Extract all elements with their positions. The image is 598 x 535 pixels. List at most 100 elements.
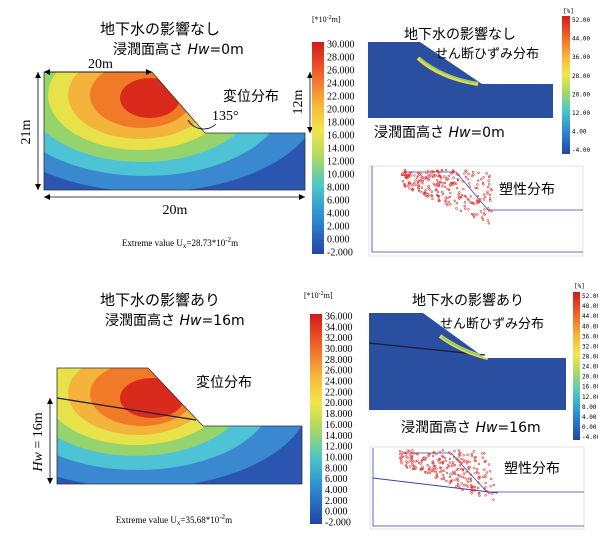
plastic-point bbox=[415, 452, 418, 455]
legend-tick-label: 10.000 bbox=[325, 452, 353, 463]
plastic-point bbox=[446, 187, 449, 191]
plastic-point bbox=[444, 168, 448, 172]
plastic-point bbox=[468, 185, 471, 188]
legend-tick-label: 16.000 bbox=[327, 131, 355, 142]
plastic-point bbox=[467, 172, 470, 176]
arrowhead bbox=[44, 194, 50, 200]
legend-tick-label: 32.000 bbox=[325, 333, 353, 344]
top-right-panel: 地下水の影響なし せん断ひずみ分布 浸潤面高さ Hw=0m [%] 52.00 4… bbox=[368, 8, 590, 257]
top-right-shear-band bbox=[416, 56, 479, 86]
plastic-point bbox=[455, 187, 459, 190]
plastic-point bbox=[401, 454, 404, 457]
arrowhead bbox=[307, 72, 313, 78]
plastic-point bbox=[440, 461, 444, 464]
plastic-point bbox=[484, 459, 487, 463]
plastic-point bbox=[441, 455, 444, 458]
plastic-point bbox=[436, 169, 439, 173]
legend-tick-label: 28.000 bbox=[327, 53, 355, 64]
plastic-point bbox=[453, 182, 456, 185]
plastic-phreatic-line bbox=[372, 477, 499, 494]
top-right-legend-ticks: 52.00 44.00 36.00 28.00 20.00 12.00 4.00 -4.00 bbox=[572, 17, 590, 154]
plastic-point bbox=[433, 469, 436, 473]
plastic-point bbox=[474, 472, 477, 475]
legend-tick-label: 12.000 bbox=[325, 442, 353, 453]
top-right-title: 地下水の影響なし bbox=[404, 26, 516, 43]
plastic-point bbox=[435, 474, 439, 477]
plastic-point bbox=[451, 461, 455, 464]
plastic-point bbox=[452, 455, 456, 459]
plastic-point bbox=[435, 467, 438, 470]
plastic-point bbox=[408, 181, 411, 184]
plastic-point bbox=[458, 464, 462, 467]
legend-tick-label: 52.00 bbox=[582, 293, 598, 300]
plastic-point bbox=[421, 176, 424, 179]
arrowhead bbox=[299, 194, 305, 200]
plastic-point bbox=[426, 464, 429, 467]
plastic-point bbox=[487, 207, 490, 210]
plastic-point bbox=[461, 488, 465, 491]
plastic-point bbox=[466, 485, 469, 488]
plastic-point bbox=[444, 176, 447, 180]
plastic-point bbox=[472, 202, 476, 205]
plastic-point bbox=[428, 469, 431, 472]
plastic-point bbox=[434, 476, 437, 479]
arrowhead bbox=[47, 398, 53, 404]
top-right-shear-band-inner bbox=[419, 57, 477, 84]
plastic-point bbox=[438, 461, 441, 465]
plastic-point bbox=[451, 169, 455, 172]
legend-tick-label: 28.00 bbox=[572, 73, 590, 80]
plastic-point bbox=[470, 486, 474, 490]
legend-tick-label: 12.000 bbox=[327, 157, 355, 168]
plastic-point bbox=[454, 478, 457, 481]
plastic-point bbox=[423, 192, 426, 195]
plastic-point bbox=[458, 460, 461, 463]
plastic-point bbox=[421, 467, 425, 470]
plastic-point bbox=[457, 173, 460, 177]
plastic-point bbox=[434, 174, 437, 177]
plastic-point bbox=[448, 482, 451, 485]
plastic-point bbox=[469, 479, 473, 483]
legend-tick-label: 4.00 bbox=[572, 129, 587, 136]
bottom-right-shear-band-inner bbox=[441, 336, 487, 358]
bottom-hw-line: 浸潤面高さ Hw=16m bbox=[105, 312, 245, 329]
plastic-point bbox=[421, 182, 424, 185]
plastic-point bbox=[431, 197, 434, 201]
plastic-point bbox=[465, 470, 468, 474]
plastic-point bbox=[428, 174, 432, 177]
plastic-point bbox=[403, 451, 407, 455]
plastic-point bbox=[451, 183, 455, 186]
plastic-point bbox=[482, 198, 486, 201]
plastic-point bbox=[477, 486, 480, 490]
plastic-point bbox=[486, 219, 489, 222]
plastic-point bbox=[449, 184, 452, 187]
plastic-point bbox=[475, 199, 479, 202]
plastic-point bbox=[462, 472, 466, 475]
plastic-point bbox=[399, 457, 403, 461]
plastic-point bbox=[438, 175, 441, 178]
legend-tick-label: 20.00 bbox=[572, 91, 590, 98]
top-dim-right: 12m bbox=[291, 89, 306, 114]
plastic-point bbox=[477, 462, 481, 466]
bottom-right-legend-bar bbox=[573, 292, 580, 440]
bottom-phreatic-line bbox=[56, 397, 197, 421]
plastic-point bbox=[449, 191, 452, 195]
plastic-point bbox=[448, 475, 452, 479]
plastic-point bbox=[468, 460, 471, 464]
plastic-point bbox=[472, 450, 476, 453]
plastic-point bbox=[424, 175, 428, 179]
plastic-point bbox=[417, 174, 420, 177]
legend-tick-label: 36.00 bbox=[572, 54, 590, 61]
plastic-point bbox=[477, 472, 480, 475]
legend-tick-label: -2.000 bbox=[327, 248, 353, 259]
plastic-point bbox=[476, 213, 479, 216]
plastic-point bbox=[470, 452, 473, 456]
legend-tick-label: 28.00 bbox=[582, 354, 598, 361]
plastic-point bbox=[443, 175, 446, 178]
top-angle: 135° bbox=[212, 109, 239, 124]
plastic-point bbox=[452, 176, 455, 179]
plastic-point bbox=[416, 171, 420, 175]
plastic-point bbox=[472, 170, 475, 174]
plastic-point bbox=[489, 187, 492, 191]
legend-tick-label: 2.000 bbox=[327, 222, 350, 233]
plastic-point bbox=[445, 178, 448, 182]
